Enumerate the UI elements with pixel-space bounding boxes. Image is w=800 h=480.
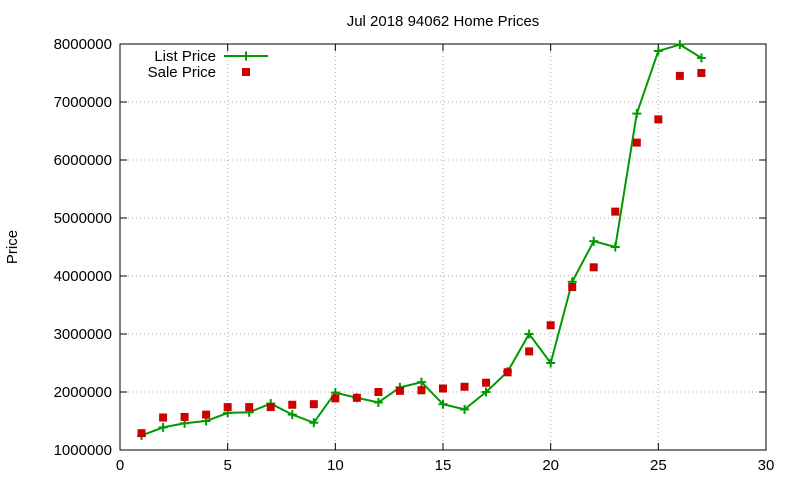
list-price-point (524, 329, 534, 339)
list-price-point (481, 387, 491, 397)
list-price-point (696, 53, 706, 63)
list-price-point (610, 242, 620, 252)
list-price-point (158, 422, 168, 432)
chart-title: Jul 2018 94062 Home Prices (347, 13, 540, 30)
sale-price-point (266, 403, 275, 412)
sale-price-point (546, 321, 555, 330)
sale-price-point (137, 429, 146, 438)
x-tick-label: 20 (542, 457, 559, 474)
x-tick-label: 30 (758, 457, 775, 474)
y-axis-label: Price (4, 230, 21, 264)
y-tick-label: 5000000 (54, 210, 112, 227)
sale-price-point (417, 386, 426, 395)
sale-price-point (460, 382, 469, 391)
sale-price-point (352, 393, 361, 402)
sale-price-point (697, 69, 706, 77)
legend-label-sale-price: Sale Price (148, 64, 216, 81)
y-tick-label: 4000000 (54, 268, 112, 285)
sale-price-point (632, 138, 641, 147)
legend-marker-sale-price (242, 68, 250, 76)
list-price-point (416, 377, 426, 387)
sale-price-point (288, 400, 297, 409)
x-tick-label: 15 (435, 457, 452, 474)
x-tick-label: 0 (116, 457, 124, 474)
x-tick-label: 5 (223, 457, 231, 474)
sale-price-point (159, 413, 168, 422)
list-price-point (309, 418, 319, 428)
sale-price-point (654, 115, 663, 124)
list-price-point (287, 410, 297, 420)
y-tick-label: 2000000 (54, 384, 112, 401)
axis-ticks: 0 5 10 15 20 25 30 1000000 2000000 3000000 4000000… (54, 36, 775, 474)
y-tick-label: 1000000 (54, 442, 112, 459)
list-price-point (460, 404, 470, 414)
sale-price-point (309, 400, 318, 409)
x-tick-label: 25 (650, 457, 667, 474)
list-price-point (632, 109, 642, 119)
sale-price-point (611, 207, 620, 216)
sale-price-point (568, 283, 577, 292)
list-price-point (546, 358, 556, 368)
sale-price-point (589, 263, 598, 272)
legend: List Price Sale Price (148, 48, 268, 81)
series-line-list-price (141, 43, 702, 437)
sale-price-point (331, 394, 340, 403)
list-price-point (373, 397, 383, 407)
sale-price-point (439, 384, 447, 393)
sale-price-point (180, 412, 189, 421)
sale-price-point (223, 403, 232, 412)
sale-price-point (374, 388, 383, 396)
legend-marker-list-price (241, 51, 251, 61)
sale-price-point (245, 403, 254, 412)
list-price-point (675, 40, 685, 50)
y-tick-label: 3000000 (54, 326, 112, 343)
sale-price-point (395, 386, 404, 395)
series-layer (137, 40, 706, 440)
list-price-point (438, 399, 448, 409)
sale-price-point (525, 347, 534, 356)
sale-price-point (202, 410, 211, 419)
sale-price-point (482, 378, 491, 387)
y-tick-label: 8000000 (54, 36, 112, 53)
list-price-point (653, 46, 663, 56)
legend-label-list-price: List Price (154, 48, 216, 65)
y-tick-label: 6000000 (54, 152, 112, 169)
x-tick-label: 10 (327, 457, 344, 474)
sale-price-point (675, 71, 684, 80)
list-price-point (589, 236, 599, 246)
sale-price-point (503, 368, 512, 377)
y-tick-label: 7000000 (54, 94, 112, 111)
